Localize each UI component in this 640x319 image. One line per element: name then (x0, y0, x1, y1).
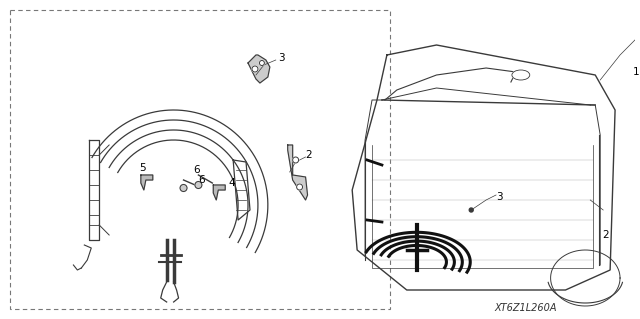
Text: 2: 2 (602, 230, 609, 240)
Text: 3: 3 (496, 192, 502, 202)
Text: 3: 3 (278, 53, 284, 63)
Text: 6: 6 (198, 175, 205, 185)
Polygon shape (141, 175, 153, 190)
Polygon shape (213, 185, 225, 200)
Ellipse shape (512, 70, 530, 80)
Text: 1: 1 (633, 67, 639, 77)
Text: 5: 5 (139, 163, 145, 173)
Circle shape (259, 61, 264, 65)
Circle shape (180, 184, 187, 191)
Text: 6: 6 (193, 165, 200, 175)
Polygon shape (288, 145, 308, 200)
Circle shape (296, 184, 303, 190)
Bar (10, 10, 390, 309)
Circle shape (195, 182, 202, 189)
Polygon shape (248, 55, 270, 83)
Text: 4: 4 (228, 178, 235, 188)
Text: 2: 2 (305, 150, 312, 160)
Circle shape (469, 208, 473, 212)
Circle shape (292, 157, 299, 163)
Circle shape (252, 66, 258, 72)
Text: XT6Z1L260A: XT6Z1L260A (495, 303, 557, 313)
